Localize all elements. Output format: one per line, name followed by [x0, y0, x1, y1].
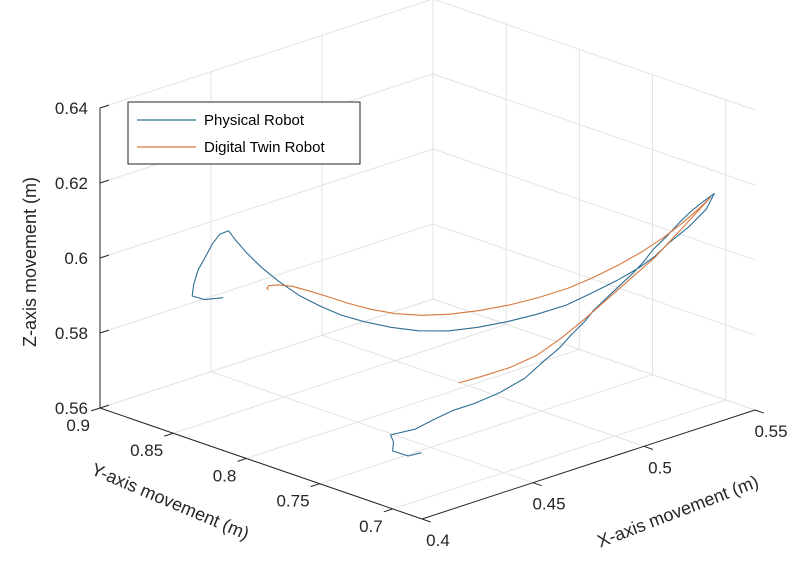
- z-tick-label: 0.6: [64, 249, 88, 268]
- x-tick-mark: [754, 409, 764, 414]
- grid-line-back-z: [99, 148, 434, 259]
- z-tick-label: 0.64: [55, 99, 88, 118]
- grid-line-back-z: [99, 298, 434, 409]
- grid-lines: [99, 0, 756, 520]
- grid-line-floor-y: [392, 399, 726, 510]
- x-tick-label: 0.5: [648, 458, 672, 477]
- grid-line-floor-y: [319, 374, 653, 485]
- x-tick-label: 0.4: [426, 531, 450, 550]
- y-axis-line: [99, 407, 423, 520]
- grid-line-floor-y: [173, 323, 507, 434]
- grid-line-floor-y: [246, 348, 580, 459]
- grid-line-side-z: [432, 223, 756, 336]
- legend: Physical Robot Digital Twin Robot: [127, 101, 361, 165]
- x-tick-mark: [532, 482, 542, 487]
- z-tick-mark: [99, 179, 110, 184]
- series-line-digital-twin-robot: [266, 196, 712, 384]
- grid-line-side-z: [432, 298, 756, 411]
- grid-line-floor-x: [210, 371, 534, 484]
- x-axis-line: [421, 409, 756, 520]
- y-tick-label: 0.7: [359, 517, 383, 536]
- z-tick-mark: [99, 104, 110, 109]
- axes: [90, 104, 764, 523]
- z-axis-label: Z-axis movement (m): [20, 177, 40, 347]
- grid-line-side-z: [432, 73, 756, 186]
- y-tick-mark: [90, 407, 101, 412]
- x-axis-label: X-axis movement (m): [594, 471, 761, 551]
- y-tick-label: 0.9: [66, 416, 90, 435]
- grid-line-back-z: [99, 0, 432, 109]
- y-tick-mark: [237, 457, 247, 462]
- grid-line-floor-x: [321, 334, 645, 447]
- legend-entry-physical-robot: Physical Robot: [204, 112, 305, 129]
- y-tick-label: 0.85: [130, 441, 163, 460]
- y-tick-mark: [310, 483, 320, 488]
- z-tick-label: 0.56: [55, 399, 88, 418]
- x-tick-mark: [643, 445, 653, 450]
- z-tick-mark: [99, 329, 110, 334]
- grid-line-side-z: [434, 0, 756, 111]
- grid-line-side-z: [432, 148, 756, 261]
- x-tick-label: 0.45: [532, 495, 565, 514]
- tick-labels: 0.4 0.45 0.5 0.55 0.7 0.75 0.8 0.85 0.90.56 0.58 0…: [55, 99, 788, 550]
- legend-box: [127, 101, 361, 165]
- grid-line-back-z: [99, 223, 434, 334]
- series-line-physical-robot: [191, 192, 715, 457]
- z-tick-mark: [99, 254, 110, 259]
- z-tick-mark: [99, 404, 110, 409]
- y-tick-mark: [164, 432, 174, 437]
- x-tick-mark: [421, 518, 431, 523]
- z-tick-label: 0.58: [55, 324, 88, 343]
- legend-entry-digital-twin-robot: Digital Twin Robot: [204, 139, 325, 156]
- y-tick-label: 0.75: [276, 492, 309, 511]
- x-tick-label: 0.55: [754, 422, 787, 441]
- y-tick-mark: [383, 508, 393, 513]
- z-tick-label: 0.62: [55, 174, 88, 193]
- y-tick-label: 0.8: [213, 466, 237, 485]
- plot-series: [191, 192, 715, 457]
